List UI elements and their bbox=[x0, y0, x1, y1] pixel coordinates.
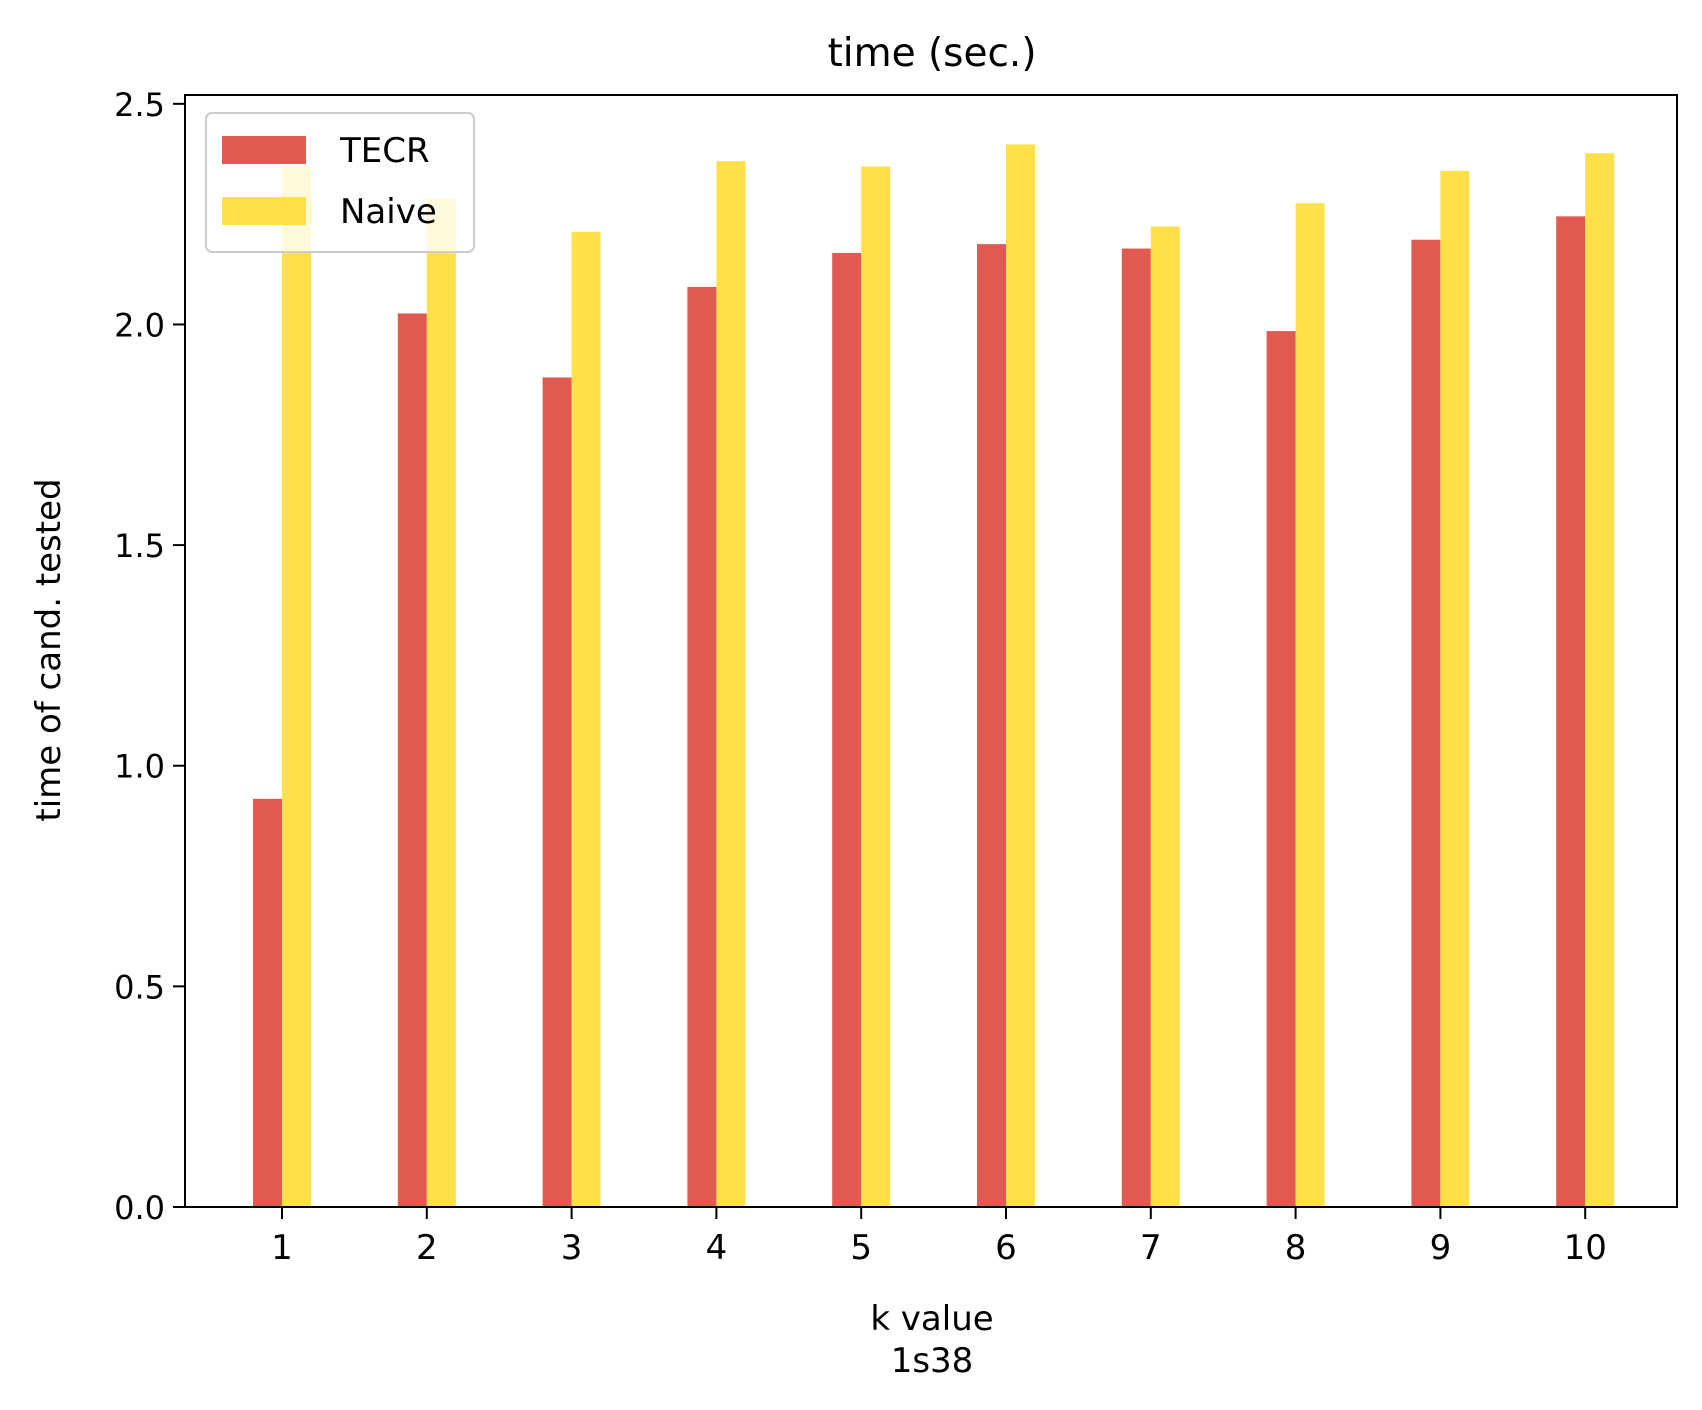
bar-tecr-9 bbox=[1411, 239, 1441, 1207]
bars-layer bbox=[253, 144, 1615, 1208]
plot-frame bbox=[184, 94, 1678, 1208]
legend-swatch-tecr bbox=[222, 136, 306, 164]
bar-naive-7 bbox=[1150, 226, 1180, 1207]
x-tick-label: 5 bbox=[850, 1228, 872, 1268]
bar-tecr-10 bbox=[1556, 216, 1586, 1207]
y-axis-label: time of cand. tested bbox=[29, 478, 69, 821]
y-tick-label: 1.0 bbox=[114, 748, 165, 786]
bar-naive-6 bbox=[1006, 144, 1035, 1207]
bar-tecr-3 bbox=[542, 377, 572, 1207]
legend-swatch-naive bbox=[222, 197, 306, 225]
y-tick-label: 2.5 bbox=[114, 86, 165, 124]
bar-tecr-5 bbox=[832, 252, 862, 1207]
bar-naive-9 bbox=[1440, 170, 1470, 1207]
bar-naive-8 bbox=[1295, 203, 1325, 1208]
x-tick-label: 7 bbox=[1140, 1228, 1162, 1268]
y-tick-label: 0.0 bbox=[114, 1189, 165, 1227]
bar-tecr-7 bbox=[1121, 248, 1151, 1208]
x-tick-label: 8 bbox=[1285, 1228, 1307, 1268]
bar-naive-2 bbox=[426, 198, 456, 1207]
x-tick-label: 10 bbox=[1564, 1228, 1607, 1268]
bar-naive-1 bbox=[282, 166, 311, 1207]
bar-tecr-6 bbox=[977, 244, 1006, 1208]
bar-tecr-1 bbox=[253, 798, 282, 1207]
legend: TECR Naive bbox=[205, 112, 475, 253]
x-tick-label: 6 bbox=[995, 1228, 1017, 1268]
y-tick-label: 1.5 bbox=[114, 527, 165, 565]
y-axis: 0.0 0.5 1.0 1.5 2.0 2.5 bbox=[114, 86, 185, 1227]
x-axis-sublabel: 1s38 bbox=[891, 1341, 974, 1381]
y-tick-label: 0.5 bbox=[114, 968, 165, 1006]
bar-tecr-2 bbox=[397, 313, 427, 1207]
legend-label-tecr: TECR bbox=[339, 131, 430, 171]
chart-title: time (sec.) bbox=[827, 31, 1036, 76]
x-axis: 1 2 3 4 5 6 7 8 9 10 bbox=[271, 1207, 1607, 1268]
bar-naive-4 bbox=[716, 161, 746, 1208]
bar-naive-3 bbox=[571, 231, 601, 1208]
x-tick-label: 9 bbox=[1430, 1228, 1452, 1268]
bar-tecr-8 bbox=[1266, 331, 1296, 1208]
x-tick-label: 1 bbox=[271, 1228, 293, 1268]
x-axis-label: k value bbox=[870, 1299, 993, 1339]
x-tick-label: 3 bbox=[561, 1228, 583, 1268]
bar-tecr-4 bbox=[687, 286, 717, 1207]
x-tick-label: 2 bbox=[416, 1228, 438, 1268]
bar-naive-5 bbox=[861, 166, 891, 1207]
bar-naive-10 bbox=[1585, 153, 1615, 1208]
legend-label-naive: Naive bbox=[340, 192, 437, 232]
y-tick-label: 2.0 bbox=[114, 306, 165, 344]
x-tick-label: 4 bbox=[706, 1228, 728, 1268]
